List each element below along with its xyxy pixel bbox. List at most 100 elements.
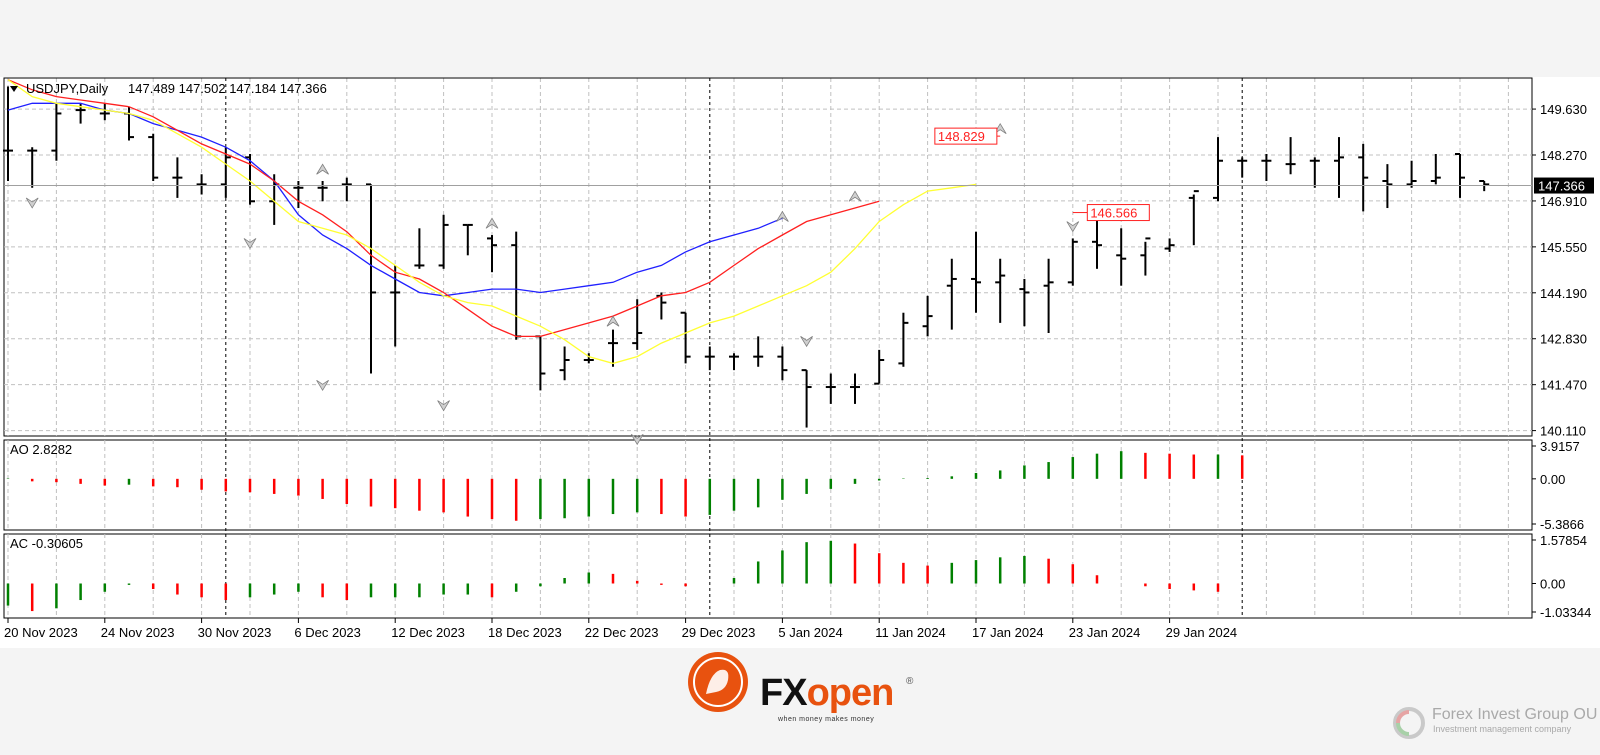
- x-tick-label: 23 Jan 2024: [1069, 625, 1141, 640]
- fractal-down-arrow: [1066, 221, 1080, 233]
- y-tick-label: 141.470: [1540, 378, 1587, 393]
- ma-blue-line: [7, 102, 783, 297]
- ohlc-bar: [1188, 190, 1199, 246]
- ohlc-bar: [1067, 238, 1078, 286]
- ohlc-bar: [27, 147, 38, 188]
- ohlc-bar: [850, 373, 860, 404]
- ohlc-bar: [462, 223, 473, 256]
- ohlc-bar: [1237, 157, 1248, 178]
- y-tick-label: 142.830: [1540, 332, 1587, 347]
- ohlc-bar: [559, 346, 570, 381]
- ohlc-bar: [1140, 237, 1151, 276]
- ao-title: AO 2.8282: [10, 442, 72, 457]
- ac-tick-label: 0.00: [1540, 577, 1565, 592]
- ohlc-bar: [245, 153, 255, 205]
- x-tick-label: 29 Dec 2023: [682, 625, 756, 640]
- ohlc-bar: [922, 295, 933, 337]
- ma-red-line: [7, 79, 880, 338]
- x-tick-label: 6 Dec 2023: [294, 625, 361, 640]
- ohlc-bar: [99, 103, 110, 121]
- firm-logo-icon: [1393, 707, 1425, 739]
- x-tick-label: 17 Jan 2024: [972, 625, 1044, 640]
- fractal-up-arrow: [485, 217, 499, 229]
- firm-name: Forex Invest Group OU: [1432, 706, 1598, 723]
- high-price-label: 148.829: [938, 129, 985, 144]
- x-tick-label: 5 Jan 2024: [778, 625, 842, 640]
- ohlc-bar: [1430, 153, 1441, 185]
- ma-yellow-line: [7, 79, 977, 365]
- ohlc-bar: [971, 231, 981, 313]
- ohlc-bar: [1261, 153, 1272, 182]
- fractal-down-arrow: [800, 336, 813, 348]
- ohlc-bar: [777, 346, 788, 381]
- header-ohlc-values: 147.489 147.502 147.184 147.366: [128, 81, 327, 96]
- ohlc-bar: [220, 147, 231, 198]
- fractal-down-arrow: [243, 238, 257, 250]
- ohlc-bar: [825, 373, 836, 404]
- ohlc-bar: [1116, 228, 1127, 286]
- y-tick-label: 146.910: [1540, 194, 1587, 209]
- top-mask: [0, 0, 1600, 77]
- ao-panel: AO 2.8282: [6, 442, 1244, 521]
- fxopen-logo-icon: [688, 652, 748, 712]
- fractal-up-arrow: [606, 315, 620, 327]
- fx-brand-part: FX: [760, 672, 808, 714]
- x-tick-label: 18 Dec 2023: [488, 625, 562, 640]
- ac-tick-label: 1.57854: [1540, 533, 1587, 548]
- ohlc-bar: [196, 174, 207, 195]
- x-tick-label: 30 Nov 2023: [198, 625, 272, 640]
- ohlc-bar: [3, 86, 13, 182]
- fractal-down-arrow: [630, 433, 644, 446]
- grid: [3, 77, 1533, 619]
- chart-area[interactable]: 148.829 146.566 USDJPY,Daily 147.489 147.50…: [0, 0, 1600, 648]
- ohlc-bar: [801, 369, 812, 428]
- chart-background: [0, 0, 1600, 648]
- y-tick-label: 144.190: [1540, 286, 1587, 301]
- fractal-up-arrow: [316, 163, 329, 175]
- ohlc-bar: [753, 336, 764, 367]
- fxopen-tagline: when money makes money: [778, 716, 875, 723]
- registered-mark: ®: [906, 676, 914, 687]
- x-tick-label: 11 Jan 2024: [875, 625, 946, 640]
- firm-subtitle: Investment management company: [1433, 724, 1572, 734]
- fractal-up-arrow: [848, 190, 862, 202]
- ao-tick-label: -5.3866: [1540, 517, 1584, 532]
- fractal-down-arrow: [316, 379, 329, 392]
- ohlc-bar: [898, 312, 909, 367]
- ohlc-bar: [946, 258, 957, 330]
- ohlc-bar: [995, 258, 1006, 323]
- ohlc-bar: [1455, 152, 1465, 198]
- ohlc-bar: [341, 177, 352, 202]
- symbol-title: USDJPY,Daily: [26, 81, 109, 96]
- y-tick-label: 148.270: [1540, 148, 1587, 163]
- ohlc-bar: [1043, 258, 1054, 333]
- ohlc-bar: [1382, 164, 1393, 209]
- ohlc-bar: [438, 214, 449, 269]
- ohlc-bar: [366, 183, 376, 374]
- fxopen-wordmark: FXopen: [760, 672, 895, 715]
- ohlc-bar: [1019, 278, 1030, 327]
- x-tick-label: 24 Nov 2023: [101, 625, 175, 640]
- ohlc-bar: [1164, 238, 1175, 252]
- open-brand-part: open: [806, 672, 895, 714]
- ohlc-bar: [680, 311, 691, 364]
- fractal-down-arrow: [437, 400, 450, 412]
- axes: 149.630 148.270 146.910 145.550 144.190 142.8…: [4, 102, 1594, 640]
- low-price-label: 146.566: [1090, 206, 1137, 221]
- panel-frame: [3, 439, 1533, 531]
- ohlc-bar: [1406, 160, 1417, 188]
- ohlc-bar: [51, 103, 62, 161]
- footer-branding: FXopen ® when money makes money Forex In…: [0, 648, 1600, 755]
- ac-tick-label: -1.03344: [1540, 605, 1591, 620]
- ohlc-bar: [487, 235, 497, 273]
- ac-panel: AC -0.30605: [6, 536, 1220, 612]
- ohlc-bar: [1479, 180, 1490, 192]
- current-price-box: [1534, 177, 1594, 194]
- dropdown-triangle-icon: [10, 86, 18, 92]
- ao-tick-label: 0.00: [1540, 472, 1565, 487]
- ohlc-bar: [1213, 137, 1223, 202]
- ohlc-bar: [874, 349, 885, 385]
- ohlc-bar: [317, 181, 328, 202]
- panel-frame: [3, 533, 1533, 619]
- ohlc-bar: [1309, 157, 1320, 188]
